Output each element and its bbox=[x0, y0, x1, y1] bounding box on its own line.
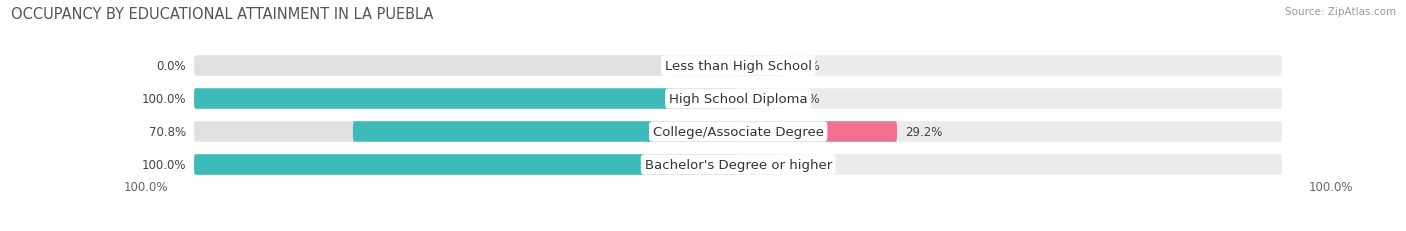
Text: 100.0%: 100.0% bbox=[1309, 181, 1353, 194]
FancyBboxPatch shape bbox=[194, 89, 738, 109]
FancyBboxPatch shape bbox=[738, 56, 1282, 76]
FancyBboxPatch shape bbox=[738, 89, 1282, 109]
Text: Less than High School: Less than High School bbox=[665, 60, 811, 73]
Text: College/Associate Degree: College/Associate Degree bbox=[652, 125, 824, 138]
Text: 29.2%: 29.2% bbox=[905, 125, 942, 138]
Text: 0.0%: 0.0% bbox=[790, 60, 820, 73]
FancyBboxPatch shape bbox=[738, 122, 1282, 142]
Text: High School Diploma: High School Diploma bbox=[669, 93, 807, 106]
Text: 100.0%: 100.0% bbox=[142, 158, 186, 171]
Text: 70.8%: 70.8% bbox=[149, 125, 186, 138]
Text: OCCUPANCY BY EDUCATIONAL ATTAINMENT IN LA PUEBLA: OCCUPANCY BY EDUCATIONAL ATTAINMENT IN L… bbox=[11, 7, 433, 22]
FancyBboxPatch shape bbox=[738, 155, 1282, 175]
FancyBboxPatch shape bbox=[194, 89, 738, 109]
FancyBboxPatch shape bbox=[194, 155, 738, 175]
FancyBboxPatch shape bbox=[738, 122, 897, 142]
Text: Source: ZipAtlas.com: Source: ZipAtlas.com bbox=[1285, 7, 1396, 17]
FancyBboxPatch shape bbox=[353, 122, 738, 142]
FancyBboxPatch shape bbox=[738, 89, 782, 109]
FancyBboxPatch shape bbox=[194, 122, 738, 142]
Text: 0.0%: 0.0% bbox=[790, 93, 820, 106]
Text: Bachelor's Degree or higher: Bachelor's Degree or higher bbox=[644, 158, 832, 171]
Text: 0.0%: 0.0% bbox=[156, 60, 186, 73]
Text: 100.0%: 100.0% bbox=[142, 93, 186, 106]
FancyBboxPatch shape bbox=[194, 155, 738, 175]
Text: 100.0%: 100.0% bbox=[124, 181, 167, 194]
FancyBboxPatch shape bbox=[194, 56, 738, 76]
FancyBboxPatch shape bbox=[738, 56, 782, 76]
FancyBboxPatch shape bbox=[738, 155, 782, 175]
Text: 0.0%: 0.0% bbox=[790, 158, 820, 171]
